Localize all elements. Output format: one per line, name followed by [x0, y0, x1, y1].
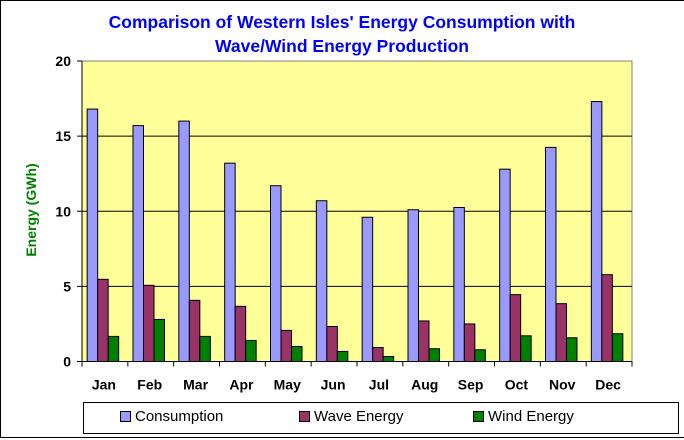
legend-item-wave-energy: Wave Energy: [299, 408, 403, 425]
bar-consumption-apr: [224, 162, 236, 362]
chart-title-line-1: Comparison of Western Isles' Energy Cons…: [108, 12, 576, 32]
bar-wind-energy-jul: [382, 356, 395, 362]
x-tick-label: Nov: [549, 377, 576, 393]
y-tick-label: 15: [55, 128, 71, 144]
bar-wind-energy-dec: [611, 333, 624, 362]
chart-title-line-2: Wave/Wind Energy Production: [215, 36, 469, 56]
legend-swatch-wind-energy: [473, 411, 484, 422]
legend-item-consumption: Consumption: [120, 408, 223, 425]
x-tick-label: Apr: [229, 377, 254, 393]
bar-wave-energy-jun: [326, 325, 338, 363]
bar-wave-energy-feb: [143, 284, 155, 362]
bar-consumption-oct: [499, 168, 511, 362]
x-tick-label: Oct: [505, 377, 529, 393]
bar-wind-energy-aug: [428, 348, 440, 363]
legend-swatch-wave-energy: [299, 411, 310, 422]
bar-consumption-mar: [178, 120, 190, 362]
bar-consumption-feb: [132, 125, 144, 362]
bar-wave-energy-jul: [372, 347, 384, 363]
legend-swatch-consumption: [120, 411, 131, 422]
y-tick-label: 10: [55, 203, 71, 219]
x-tick-label: Jan: [92, 377, 116, 393]
bar-wind-energy-mar: [199, 335, 211, 363]
legend-item-wind-energy: Wind Energy: [473, 408, 574, 425]
bar-consumption-nov: [545, 146, 557, 362]
bar-consumption-aug: [407, 209, 419, 362]
bar-consumption-jun: [315, 200, 328, 362]
bar-wave-energy-may: [280, 329, 292, 363]
x-tick-label: Dec: [595, 377, 621, 393]
bar-wave-energy-dec: [601, 274, 613, 362]
bar-consumption-jan: [86, 108, 99, 362]
x-tick-label: Sep: [458, 377, 484, 393]
bar-wave-energy-sep: [463, 323, 476, 362]
bar-wind-energy-may: [291, 345, 303, 363]
bar-wave-energy-oct: [509, 294, 522, 363]
bar-wind-energy-jan: [107, 335, 120, 363]
bar-wave-energy-mar: [188, 299, 201, 362]
bar-wind-energy-sep: [474, 349, 486, 362]
y-tick-label: 0: [63, 354, 71, 370]
bar-consumption-may: [270, 185, 282, 362]
bar-consumption-jul: [361, 216, 374, 362]
legend-label-wind-energy: Wind Energy: [488, 408, 574, 425]
x-tick-label: Feb: [137, 377, 162, 393]
bar-consumption-sep: [453, 206, 465, 362]
bar-wind-energy-feb: [153, 318, 165, 362]
bar-wind-energy-oct: [520, 335, 532, 362]
x-tick-label: Mar: [183, 377, 208, 393]
bar-wave-energy-nov: [555, 303, 567, 362]
legend: Consumption Wave Energy Wind Energy: [83, 402, 679, 434]
bar-wave-energy-apr: [234, 305, 247, 362]
x-tick-label: Jul: [369, 377, 389, 393]
bar-wind-energy-jun: [336, 350, 349, 363]
y-tick-label: 20: [55, 53, 71, 69]
chart-title: Comparison of Western Isles' Energy Cons…: [0, 10, 684, 58]
bar-wave-energy-jan: [97, 278, 109, 363]
legend-label-wave-energy: Wave Energy: [314, 408, 404, 425]
bar-wave-energy-aug: [418, 320, 430, 362]
x-ticks: Jan Feb Mar Apr May Jun Jul Aug Sep Oct Nov Dec: [81, 361, 633, 393]
y-ticks: 0 5 10 15 20: [55, 53, 82, 370]
legend-label-consumption: Consumption: [135, 408, 224, 425]
x-tick-label: May: [274, 377, 301, 393]
y-tick-label: 5: [63, 278, 71, 294]
bar-wind-energy-nov: [566, 337, 578, 362]
x-tick-label: Jun: [321, 377, 346, 393]
bar-wind-energy-apr: [245, 339, 257, 362]
x-tick-label: Aug: [411, 377, 438, 393]
bar-consumption-dec: [590, 101, 603, 362]
gridlines: [82, 135, 632, 287]
